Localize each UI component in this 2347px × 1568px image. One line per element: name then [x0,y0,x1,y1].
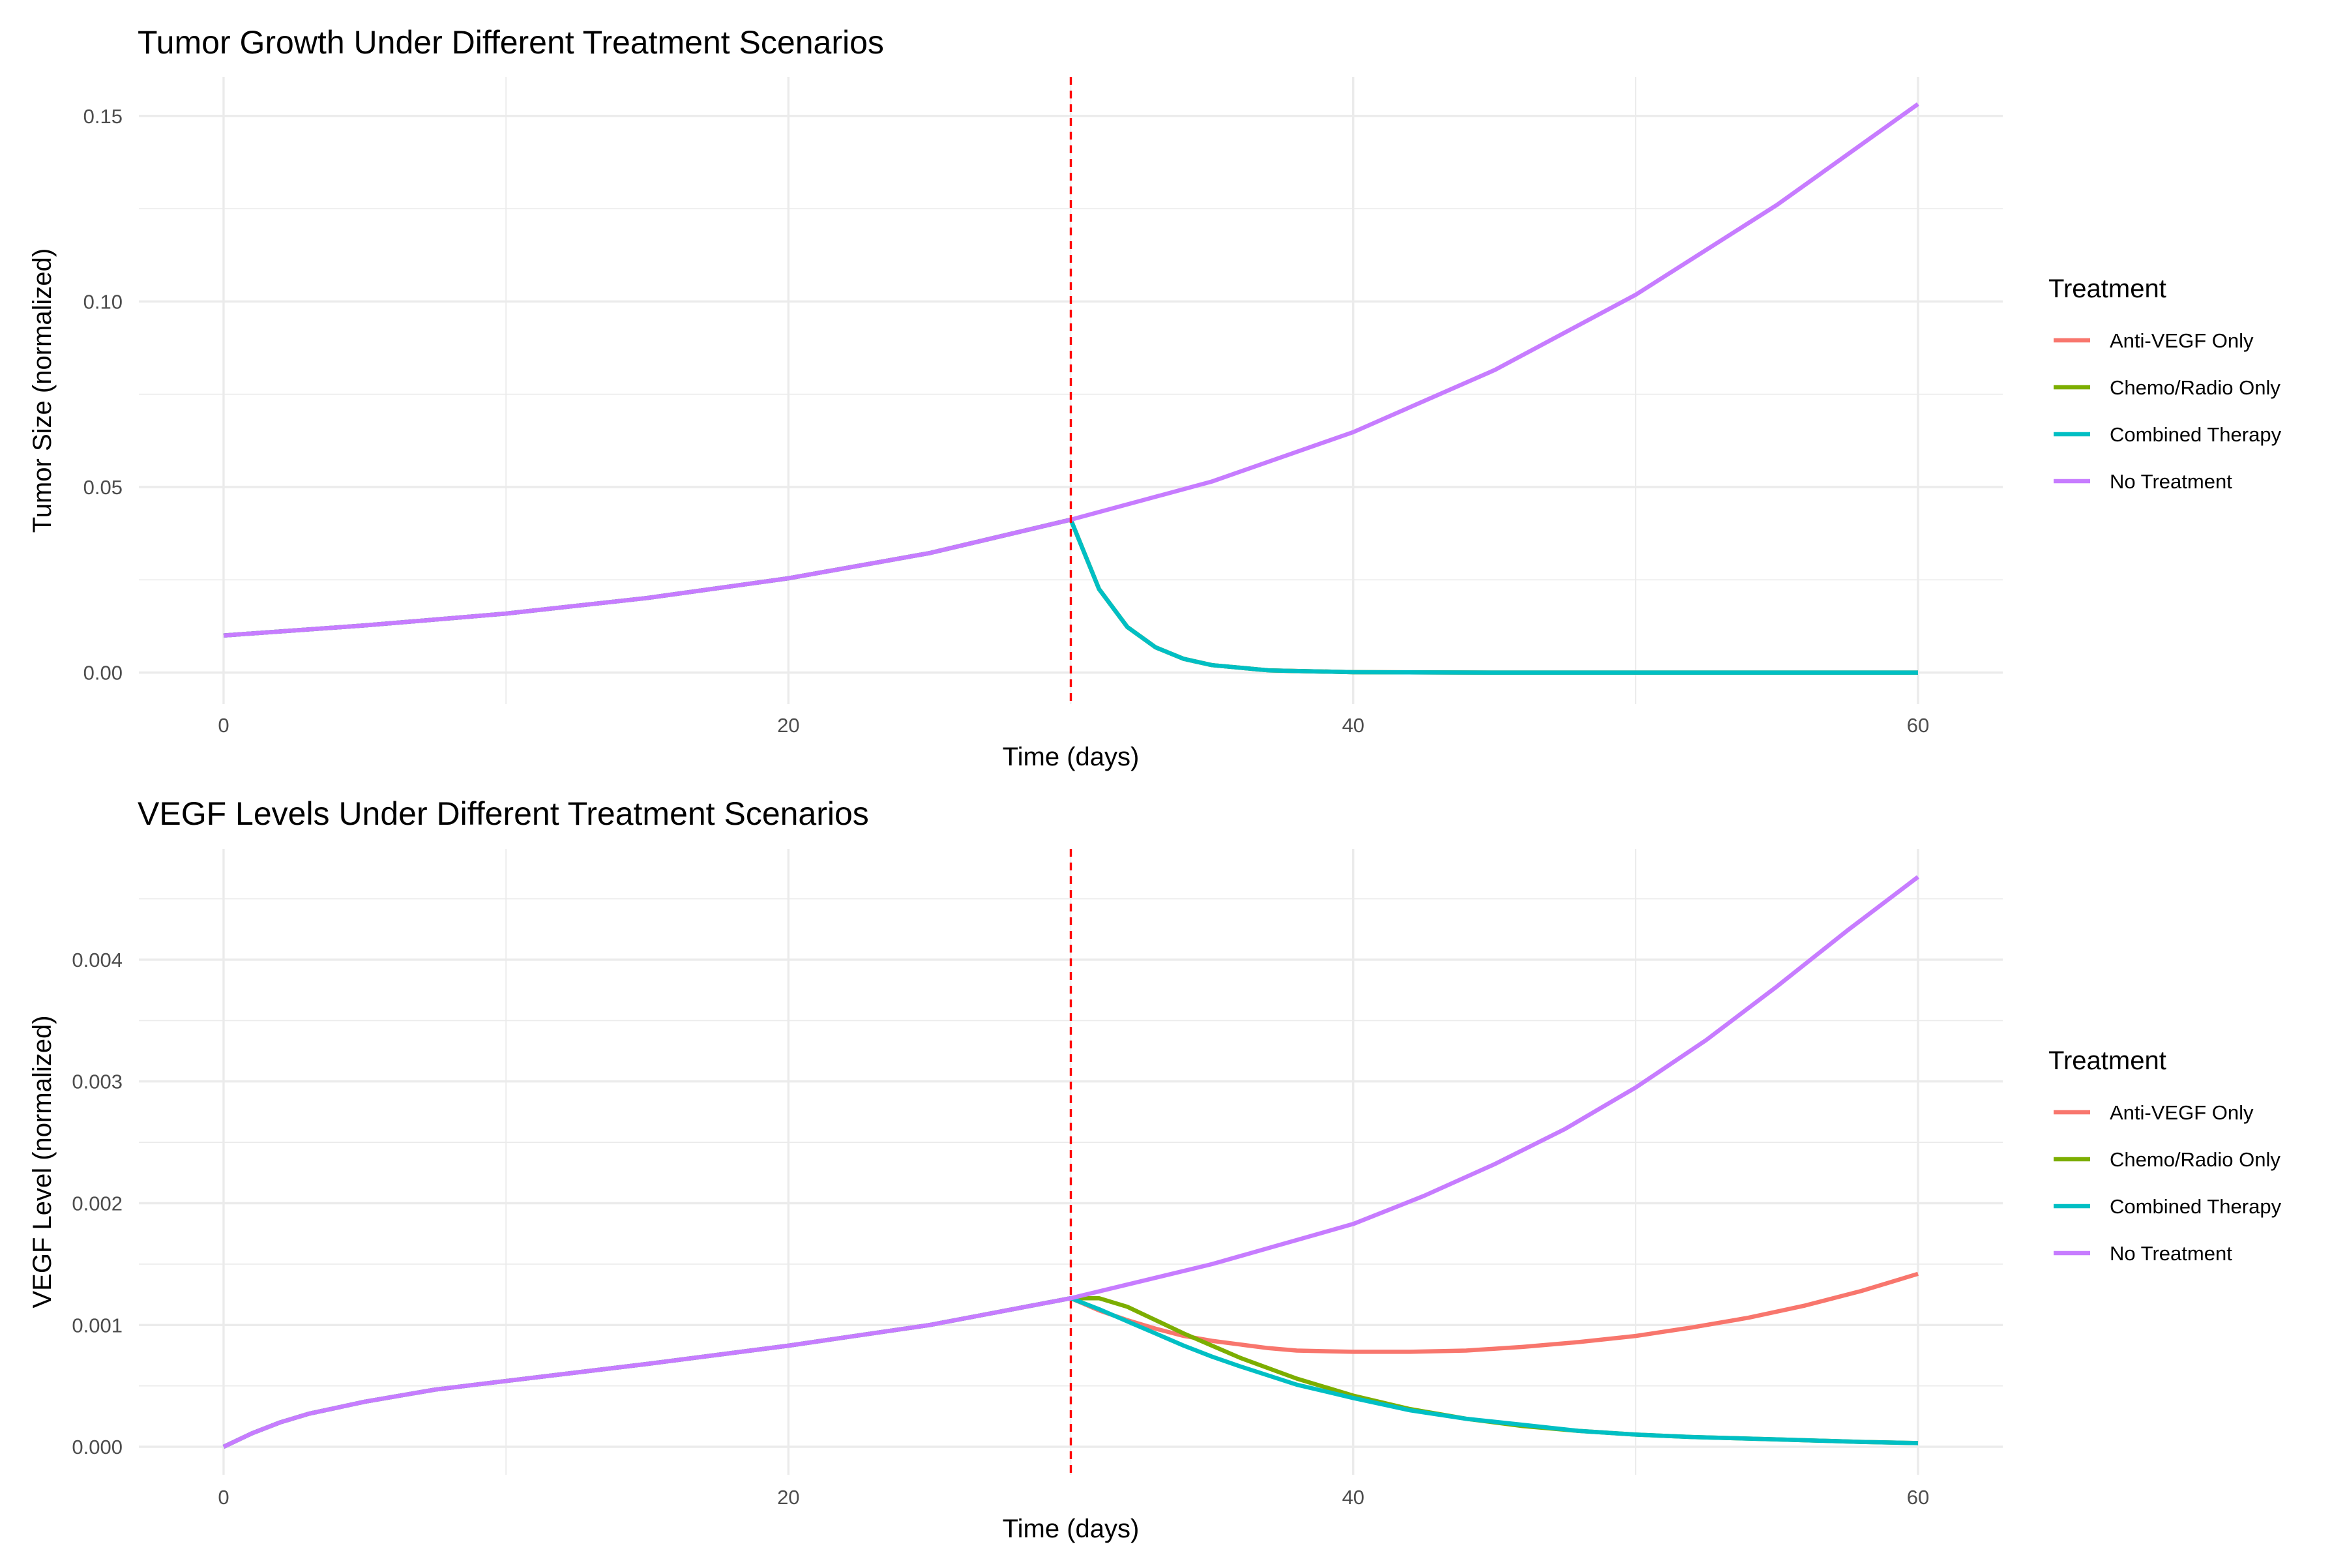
x-tick-label: 60 [1907,1486,1929,1509]
tick-labels: 0 20 40 60 0.000 0.001 0.002 0.003 0.004 [72,949,1929,1509]
legend-label: Anti-VEGF Only [2110,329,2254,352]
legend-label: Chemo/Radio Only [2110,376,2281,399]
legend-label: No Treatment [2110,1242,2232,1265]
x-tick-label: 40 [1342,1486,1364,1509]
legend-label: Anti-VEGF Only [2110,1101,2254,1124]
legend-title: Treatment [2048,1046,2166,1075]
x-tick-label: 0 [218,1486,229,1509]
x-tick-label: 0 [218,714,229,737]
y-axis-title: Tumor Size (normalized) [28,248,57,533]
legend: Treatment Anti-VEGF Only Chemo/Radio Only C… [2048,274,2282,493]
x-axis-title: Time (days) [1003,1515,1140,1543]
chart-title: Tumor Growth Under Different Treatment S… [138,24,884,61]
y-tick-label: 0.00 [83,662,123,685]
y-tick-label: 0.004 [72,949,123,971]
tick-labels: 0 20 40 60 0.00 0.05 0.10 0.15 [83,105,1930,737]
legend-label: No Treatment [2110,470,2232,493]
y-tick-label: 0.001 [72,1314,123,1337]
y-tick-label: 0.10 [83,290,123,313]
y-tick-label: 0.05 [83,476,123,499]
chart-panel-1: 0 20 40 60 0.00 0.05 0.10 0.15 Tumor Growth Unde… [28,24,2282,771]
x-axis-title: Time (days) [1003,743,1140,771]
series-line-no-treatment [222,875,1919,1449]
x-tick-label: 20 [777,714,799,737]
x-tick-label: 20 [777,1486,799,1509]
legend-label: Combined Therapy [2110,1195,2282,1218]
x-tick-label: 60 [1907,714,1929,737]
legend: Treatment Anti-VEGF Only Chemo/Radio Only C… [2048,1046,2282,1265]
gridlines [139,849,2003,1475]
gridlines [139,77,2003,704]
chart-title: VEGF Levels Under Different Treatment Sc… [138,795,869,832]
y-tick-label: 0.000 [72,1436,123,1458]
y-tick-label: 0.002 [72,1192,123,1215]
y-axis-title: VEGF Level (normalized) [28,1015,57,1308]
legend-title: Treatment [2048,274,2166,303]
legend-label: Chemo/Radio Only [2110,1148,2281,1171]
legend-label: Combined Therapy [2110,423,2282,446]
x-tick-label: 40 [1342,714,1364,737]
y-tick-label: 0.15 [83,105,123,128]
chart-panel-2: 0 20 40 60 0.000 0.001 0.002 0.003 0.004 VEGF Lev… [28,795,2282,1543]
series-lines [222,875,1919,1449]
y-tick-label: 0.003 [72,1071,123,1093]
